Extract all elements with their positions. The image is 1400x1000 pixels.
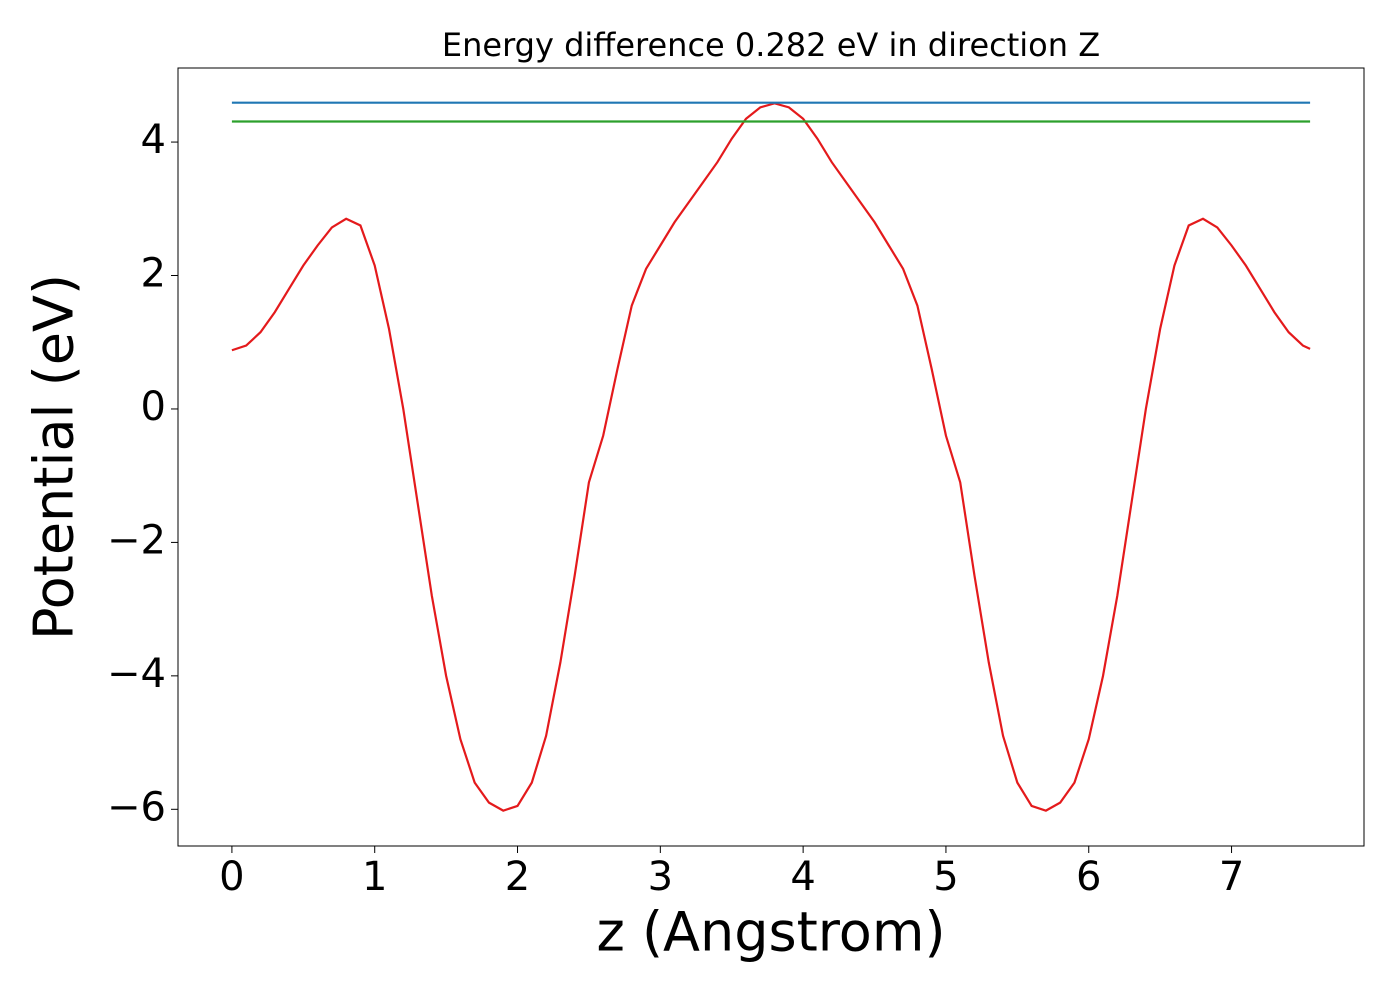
- y-tick-label: −4: [107, 651, 166, 697]
- x-tick-label: 2: [505, 854, 530, 900]
- y-tick-label: 0: [141, 384, 166, 430]
- y-tick-label: −6: [107, 784, 166, 830]
- x-tick-label: 0: [219, 854, 244, 900]
- y-tick-label: 2: [141, 251, 166, 297]
- chart-title: Energy difference 0.282 eV in direction …: [442, 26, 1100, 64]
- x-tick-label: 4: [790, 854, 815, 900]
- x-tick-label: 6: [1076, 854, 1101, 900]
- y-axis-label: Potential (eV): [23, 274, 86, 640]
- x-axis-label: z (Angstrom): [596, 901, 945, 964]
- x-tick-label: 7: [1219, 854, 1244, 900]
- y-tick-label: −2: [107, 517, 166, 563]
- y-tick-label: 4: [141, 117, 166, 163]
- x-tick-label: 3: [648, 854, 673, 900]
- plot-frame: [177, 67, 1365, 847]
- x-tick-label: 1: [362, 854, 387, 900]
- x-tick-label: 5: [933, 854, 958, 900]
